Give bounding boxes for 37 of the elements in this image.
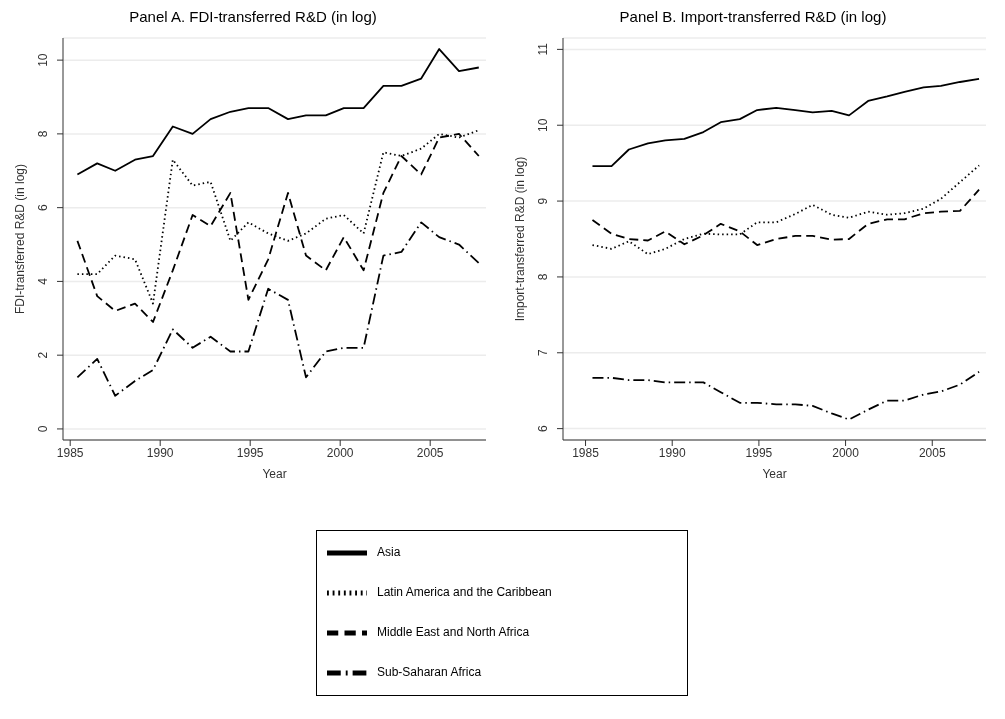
legend-label: Latin America and the Caribbean bbox=[377, 585, 552, 600]
y-tick-label: 7 bbox=[536, 349, 550, 357]
y-axis-title: FDI-transferred R&D (in log) bbox=[13, 163, 28, 315]
x-axis-title: Year bbox=[762, 467, 787, 481]
y-tick-label: 8 bbox=[36, 130, 50, 138]
y-tick-label: 8 bbox=[536, 273, 550, 281]
legend-label: Sub-Saharan Africa bbox=[377, 665, 482, 680]
y-tick-label: 2 bbox=[36, 351, 50, 359]
y-tick-label: 6 bbox=[536, 424, 550, 432]
x-tick-label: 1985 bbox=[56, 445, 84, 460]
x-tick-label: 2000 bbox=[326, 445, 354, 460]
line-series bbox=[76, 48, 480, 176]
y-tick-label: 9 bbox=[536, 197, 550, 205]
x-tick-label: 2005 bbox=[416, 445, 444, 460]
x-tick-label: 1995 bbox=[745, 445, 773, 460]
x-tick-label: 2005 bbox=[918, 445, 946, 460]
y-tick-label: 4 bbox=[36, 277, 50, 285]
chart-title: Panel B. Import-transferred R&D (in log) bbox=[618, 8, 888, 27]
x-tick-label: 2000 bbox=[832, 445, 860, 460]
x-tick-label: 1990 bbox=[658, 445, 686, 460]
legend-label: Middle East and North Africa bbox=[377, 625, 530, 640]
x-axis-title: Year bbox=[262, 467, 287, 481]
line-series bbox=[591, 164, 980, 256]
x-tick-label: 1990 bbox=[146, 445, 174, 460]
y-tick-label: 10 bbox=[536, 118, 550, 132]
y-axis-title: Import-transferred R&D (in log) bbox=[513, 156, 528, 322]
chart-title: Panel A. FDI-transferred R&D (in log) bbox=[128, 8, 378, 27]
line-series bbox=[591, 78, 980, 168]
x-tick-label: 1985 bbox=[572, 445, 600, 460]
y-tick-label: 10 bbox=[36, 53, 50, 67]
line-series bbox=[76, 221, 480, 397]
legend-label: Asia bbox=[377, 545, 401, 560]
x-tick-label: 1995 bbox=[236, 445, 264, 460]
y-tick-label: 11 bbox=[536, 42, 550, 56]
y-tick-label: 6 bbox=[36, 204, 50, 211]
y-tick-label: 0 bbox=[36, 425, 50, 433]
line-series bbox=[591, 370, 980, 421]
